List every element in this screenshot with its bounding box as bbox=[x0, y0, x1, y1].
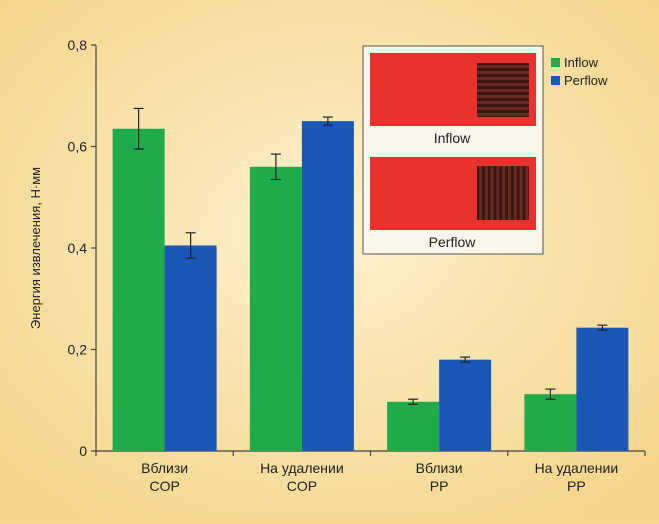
inflow-pattern bbox=[477, 63, 529, 117]
inflow-pattern-stripe bbox=[477, 107, 529, 110]
x-tick-label: Вблизи bbox=[416, 460, 463, 476]
bar-perflow bbox=[576, 327, 629, 451]
bar-perflow bbox=[164, 245, 217, 451]
perflow-pattern-stripe bbox=[519, 166, 523, 220]
perflow-pattern-stripe bbox=[508, 166, 511, 220]
bar-perflow bbox=[301, 121, 354, 451]
x-tick-label: На удалении bbox=[260, 460, 344, 476]
x-tick-label: PP bbox=[567, 478, 586, 494]
perflow-pattern-stripe bbox=[490, 166, 494, 220]
inset-illustration: Inflow Perflow bbox=[362, 45, 544, 255]
x-tick-label: COP bbox=[149, 478, 179, 494]
y-tick-label: 0,6 bbox=[68, 139, 88, 155]
inflow-pattern-stripe bbox=[477, 71, 529, 74]
inflow-pattern-stripe bbox=[477, 89, 529, 92]
bar-inflow bbox=[387, 401, 440, 451]
y-tick-label: 0 bbox=[79, 443, 87, 459]
bar-inflow bbox=[249, 166, 302, 452]
inflow-pattern-stripe bbox=[477, 83, 529, 86]
inset-label-perflow: Perflow bbox=[429, 234, 477, 250]
perflow-pattern-stripe bbox=[479, 166, 482, 220]
perflow-pattern-stripe bbox=[502, 166, 506, 220]
bar-perflow bbox=[439, 359, 492, 451]
inflow-pattern-stripe bbox=[477, 65, 529, 68]
bar-inflow bbox=[112, 128, 165, 452]
perflow-pattern bbox=[477, 166, 529, 220]
plot-area: 0 0,2 0,4 0,6 0,8 Вблизи COP На удалении COP Вбли… bbox=[68, 37, 646, 494]
y-tick-label: 0,4 bbox=[68, 240, 88, 256]
x-tick-label: PP bbox=[430, 478, 449, 494]
perflow-pattern-stripe bbox=[525, 166, 529, 220]
legend-swatch-perflow bbox=[551, 76, 560, 85]
legend-label-perflow: Perflow bbox=[564, 73, 608, 88]
legend-swatch-inflow bbox=[551, 58, 560, 67]
inflow-pattern-stripe bbox=[477, 101, 529, 104]
x-tick-label: COP bbox=[287, 478, 317, 494]
legend: Inflow Perflow bbox=[551, 55, 608, 88]
y-axis-label: Энергия извлечения, Н·мм bbox=[28, 167, 43, 329]
inflow-pattern-stripe bbox=[477, 113, 529, 116]
perflow-pattern-stripe bbox=[484, 166, 488, 220]
inflow-pattern-stripe bbox=[477, 95, 529, 98]
legend-label-inflow: Inflow bbox=[564, 55, 599, 70]
y-tick-label: 0,8 bbox=[68, 37, 88, 53]
x-tick-label: Вблизи bbox=[141, 460, 188, 476]
bar-inflow bbox=[524, 394, 577, 451]
y-tick-label: 0,2 bbox=[68, 342, 88, 358]
perflow-pattern-stripe bbox=[496, 166, 500, 220]
inset-label-inflow: Inflow bbox=[434, 130, 471, 146]
inflow-pattern-stripe bbox=[477, 77, 529, 80]
perflow-pattern-stripe bbox=[513, 166, 517, 220]
x-tick-label: На удалении bbox=[535, 460, 619, 476]
